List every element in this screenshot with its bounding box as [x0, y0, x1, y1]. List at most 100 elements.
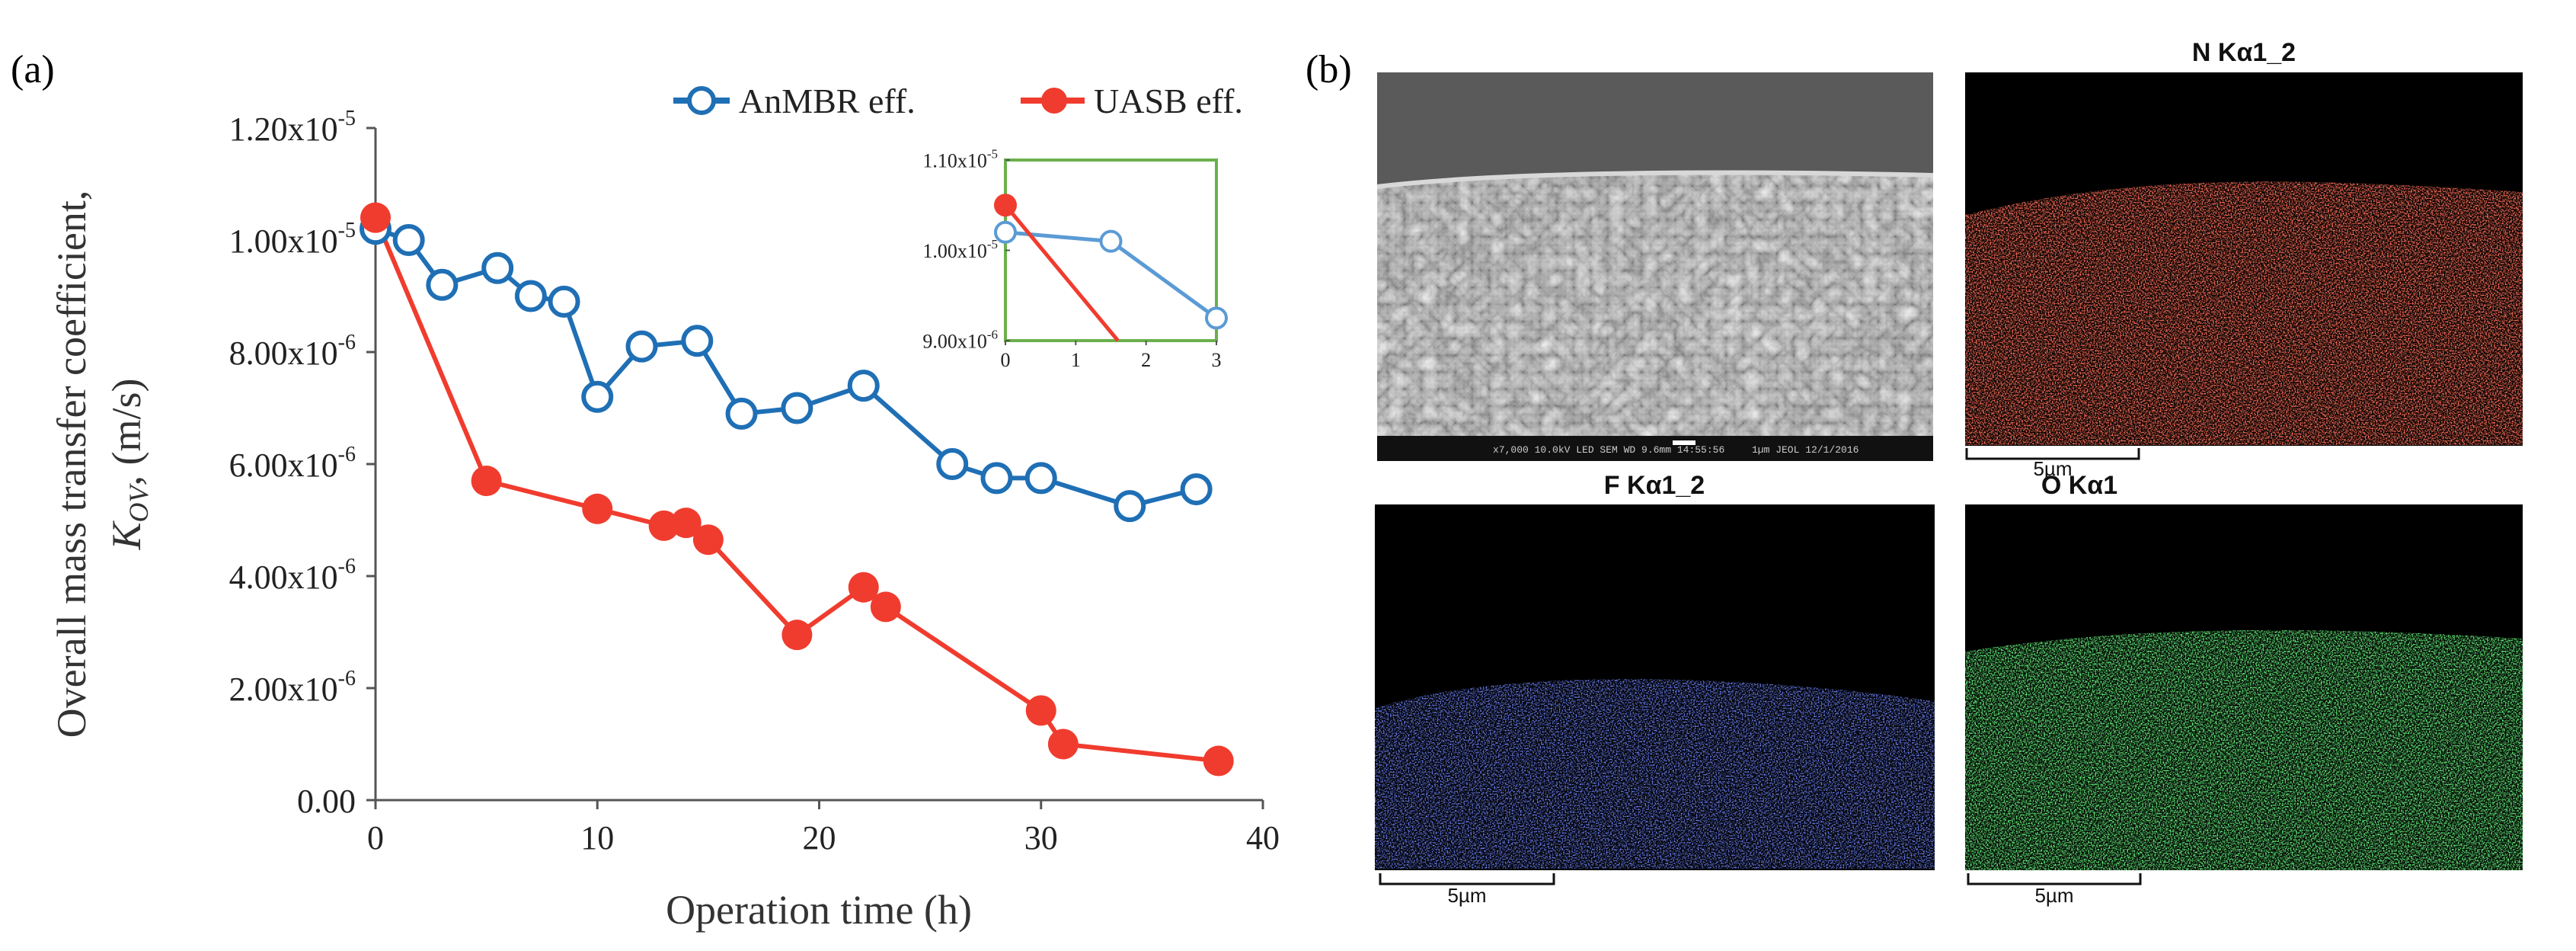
eds-map-n-title: N Kα1_2 — [2192, 38, 2296, 67]
data-point-uasb — [848, 572, 879, 603]
sem-image-panel: x7,000 10.0kV LED SEM WD 9.6mm 14:55:56 … — [1376, 72, 1934, 461]
y-tick-mantissa: 0.00 — [297, 783, 356, 820]
y-tick-exponent: -6 — [338, 443, 356, 466]
data-point-anmbr — [1114, 490, 1146, 523]
main-chart: 0 10 20 30 40 0.002.00x10-64.00x10-66.00x10-… — [49, 107, 1280, 933]
y-axis-k: K — [104, 520, 149, 551]
eds-map-f: F Kα1_2 5µm — [1375, 471, 1935, 907]
sem-surface-edge — [1376, 170, 1934, 189]
data-point-anmbr — [426, 268, 459, 301]
sem-porous-structure — [1377, 172, 1933, 436]
eds-map-f-scalebar — [1379, 873, 1555, 885]
data-point-uasb — [781, 620, 813, 651]
eds-map-o-scalebar-label: 5µm — [2034, 884, 2073, 907]
y-tick-label: 0.00 — [297, 783, 356, 820]
data-point-uasb — [582, 493, 613, 524]
eds-map-o: O Kα1 5µm — [1965, 471, 2523, 907]
y-tick-mantissa: 4.00x10 — [229, 559, 338, 596]
y-tick-exponent: -5 — [987, 237, 998, 251]
sem-info-text-right: 1µm JEOL 12/1/2016 — [1752, 444, 1858, 456]
panel-a-label: (a) — [11, 48, 55, 91]
y-tick-mantissa: 6.00x10 — [229, 447, 338, 484]
y-tick-mantissa: 1.20x10 — [229, 110, 338, 148]
sem-info-bar — [1377, 436, 1933, 461]
y-axis-title-line2: KOV, (m/s) — [104, 378, 154, 550]
y-tick-label: 2.00x10-6 — [229, 667, 356, 708]
y-ticks: 0.002.00x10-64.00x10-66.00x10-68.00x10-6… — [229, 107, 376, 820]
y-tick-mantissa: 1.00x10 — [229, 223, 338, 260]
eds-map-o-title: O Kα1 — [2041, 471, 2117, 500]
data-point-anmbr — [936, 448, 969, 480]
x-tick-label: 10 — [580, 819, 614, 857]
data-point-uasb — [1203, 745, 1234, 776]
data-point-anmbr — [994, 220, 1017, 244]
sem-scalebar — [1673, 440, 1695, 445]
x-ticks: 0 10 20 30 40 — [367, 800, 1280, 857]
data-point-uasb — [692, 524, 724, 556]
data-point-anmbr — [392, 224, 425, 256]
eds-map-n-scalebar-label: 5µm — [2033, 457, 2072, 480]
y-tick-label: 9.00x10-6 — [922, 328, 998, 353]
x-tick-label: 20 — [803, 819, 836, 857]
y-tick-exponent: -5 — [987, 147, 998, 162]
y-tick-label: 1.00x10-5 — [922, 237, 998, 262]
data-point-anmbr — [1180, 473, 1213, 506]
x-tick-label: 30 — [1024, 819, 1058, 857]
data-point-anmbr — [1205, 306, 1228, 330]
y-axis-unit: , (m/s) — [104, 378, 149, 485]
eds-map-n: N Kα1_2 5µm — [1965, 38, 2523, 480]
x-tick-label: 0 — [367, 819, 384, 857]
x-tick-label: 0 — [1001, 349, 1011, 371]
data-point-uasb — [994, 194, 1017, 217]
y-tick-exponent: -5 — [338, 219, 356, 242]
y-tick-label: 1.00x10-5 — [229, 219, 356, 260]
series-line-uasb — [1004, 203, 1120, 342]
inset-series-layer — [994, 194, 1228, 342]
y-axis-title: Overall mass transfer coefficient, KOV, … — [49, 191, 154, 738]
data-point-uasb — [870, 591, 901, 623]
y-tick-mantissa: 2.00x10 — [229, 671, 338, 708]
y-tick-exponent: -6 — [338, 331, 356, 354]
x-tick-label: 2 — [1141, 349, 1151, 371]
data-point-uasb — [360, 202, 391, 233]
data-point-anmbr — [625, 330, 658, 363]
inset-ticks: 0 1 2 39.00x10-61.00x10-51.10x10-5 — [922, 147, 1221, 371]
data-point-anmbr — [514, 280, 547, 312]
legend-swatch-uasb-marker — [1041, 88, 1067, 114]
data-point-anmbr — [681, 325, 714, 357]
y-tick-label: 4.00x10-6 — [229, 555, 356, 596]
data-point-anmbr — [1024, 462, 1057, 495]
sem-upper-smooth — [1377, 72, 1933, 187]
data-point-anmbr — [548, 285, 580, 318]
data-point-anmbr — [581, 380, 614, 413]
eds-map-f-scalebar-label: 5µm — [1447, 884, 1486, 907]
legend-swatch-anmbr-marker — [687, 86, 716, 115]
y-tick-label: 1.10x10-5 — [922, 147, 998, 172]
data-point-uasb — [1025, 695, 1056, 726]
series-layer — [360, 202, 1234, 776]
eds-map-o-signal — [1965, 629, 2523, 870]
data-point-uasb — [670, 508, 702, 539]
sem-info-text: x7,000 10.0kV LED SEM WD 9.6mm 14:55:56 — [1493, 444, 1724, 456]
y-tick-exponent: -5 — [338, 107, 356, 130]
data-point-uasb — [1047, 728, 1079, 760]
y-tick-label: 6.00x10-6 — [229, 443, 356, 484]
eds-map-f-title: F Kα1_2 — [1604, 471, 1705, 500]
eds-map-n-signal — [1965, 181, 2523, 446]
y-tick-label: 8.00x10-6 — [229, 331, 356, 372]
data-point-anmbr — [481, 251, 514, 284]
eds-map-o-scalebar — [1967, 873, 2142, 885]
data-point-uasb — [471, 466, 502, 497]
y-tick-exponent: -6 — [338, 555, 356, 578]
inset-chart: 0 1 2 39.00x10-61.00x10-51.10x10-5 — [922, 147, 1228, 371]
y-tick-exponent: -6 — [987, 328, 998, 342]
data-point-anmbr — [980, 462, 1013, 495]
x-axis-title: Operation time (h) — [666, 887, 972, 933]
legend: AnMBR eff. UASB eff. — [673, 82, 1243, 120]
data-point-anmbr — [725, 397, 758, 430]
y-tick-mantissa: 8.00x10 — [229, 335, 338, 372]
x-tick-label: 40 — [1246, 819, 1280, 857]
panel-b-label: (b) — [1306, 48, 1352, 91]
y-axis-title-line1: Overall mass transfer coefficient, — [49, 191, 94, 738]
